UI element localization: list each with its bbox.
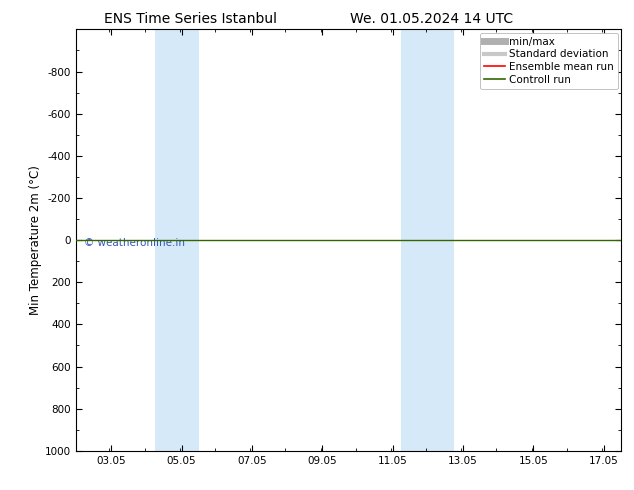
Bar bbox=[401, 29, 454, 451]
Y-axis label: Min Temperature 2m (°C): Min Temperature 2m (°C) bbox=[29, 165, 42, 315]
Text: We. 01.05.2024 14 UTC: We. 01.05.2024 14 UTC bbox=[349, 12, 513, 26]
Legend: min/max, Standard deviation, Ensemble mean run, Controll run: min/max, Standard deviation, Ensemble me… bbox=[480, 32, 618, 89]
Bar bbox=[155, 29, 199, 451]
Text: ENS Time Series Istanbul: ENS Time Series Istanbul bbox=[104, 12, 276, 26]
Text: © weatheronline.in: © weatheronline.in bbox=[84, 238, 185, 248]
